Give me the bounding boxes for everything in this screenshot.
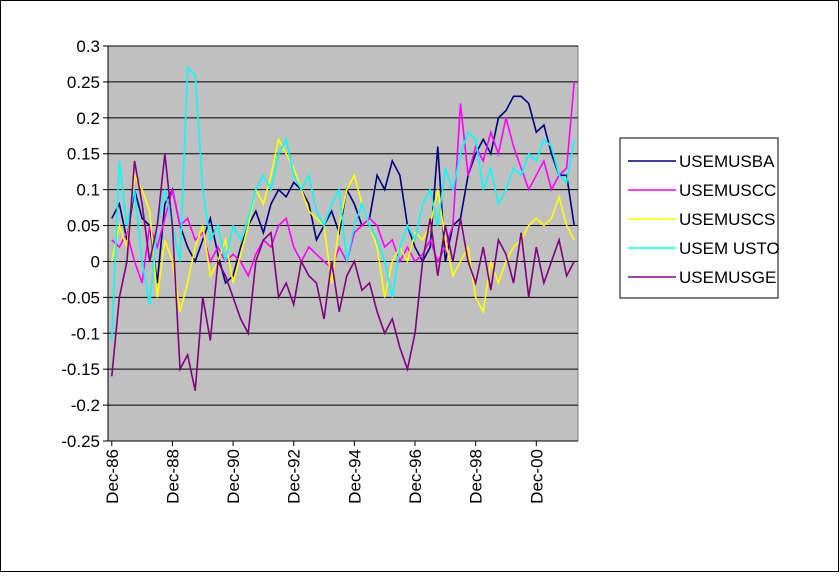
legend-label: USEMUSCC — [679, 181, 776, 200]
y-tick-label: 0.1 — [76, 181, 100, 200]
y-tick-label: 0.3 — [76, 37, 100, 56]
legend-label: USEMUSBA — [679, 152, 775, 171]
legend-box — [619, 137, 779, 299]
series-line — [111, 137, 575, 315]
x-tick-label: Dec-90 — [224, 449, 243, 504]
y-tick-label: -0.2 — [71, 396, 100, 415]
x-tick-label: Dec-94 — [345, 449, 364, 504]
series-line — [110, 65, 575, 341]
y-tick-label: 0.2 — [76, 109, 100, 128]
series-line — [111, 81, 576, 284]
y-tick-label: -0.05 — [61, 288, 100, 307]
y-tick-label: 0.25 — [67, 73, 100, 92]
x-tick-label: Dec-88 — [163, 449, 182, 504]
y-tick-label: -0.1 — [71, 324, 100, 343]
x-tick-label: Dec-92 — [285, 449, 304, 504]
y-tick-label: 0 — [91, 252, 100, 271]
x-tick-label: Dec-96 — [406, 449, 425, 504]
x-tick-label: Dec-98 — [467, 449, 486, 504]
plot-area — [107, 45, 579, 442]
y-tick-label: 0.15 — [67, 145, 100, 164]
x-tick-label: Dec-86 — [103, 449, 122, 504]
y-tick-label: -0.25 — [61, 432, 100, 451]
legend-label: USEMUSCS — [679, 210, 775, 229]
series-line — [110, 153, 575, 391]
y-tick-label: 0.05 — [67, 217, 100, 236]
legend-label: USEMUSGE — [679, 268, 776, 287]
y-tick-label: -0.15 — [61, 360, 100, 379]
legend-label: USEM USTO — [679, 239, 780, 258]
x-tick-label: Dec-00 — [527, 449, 546, 504]
